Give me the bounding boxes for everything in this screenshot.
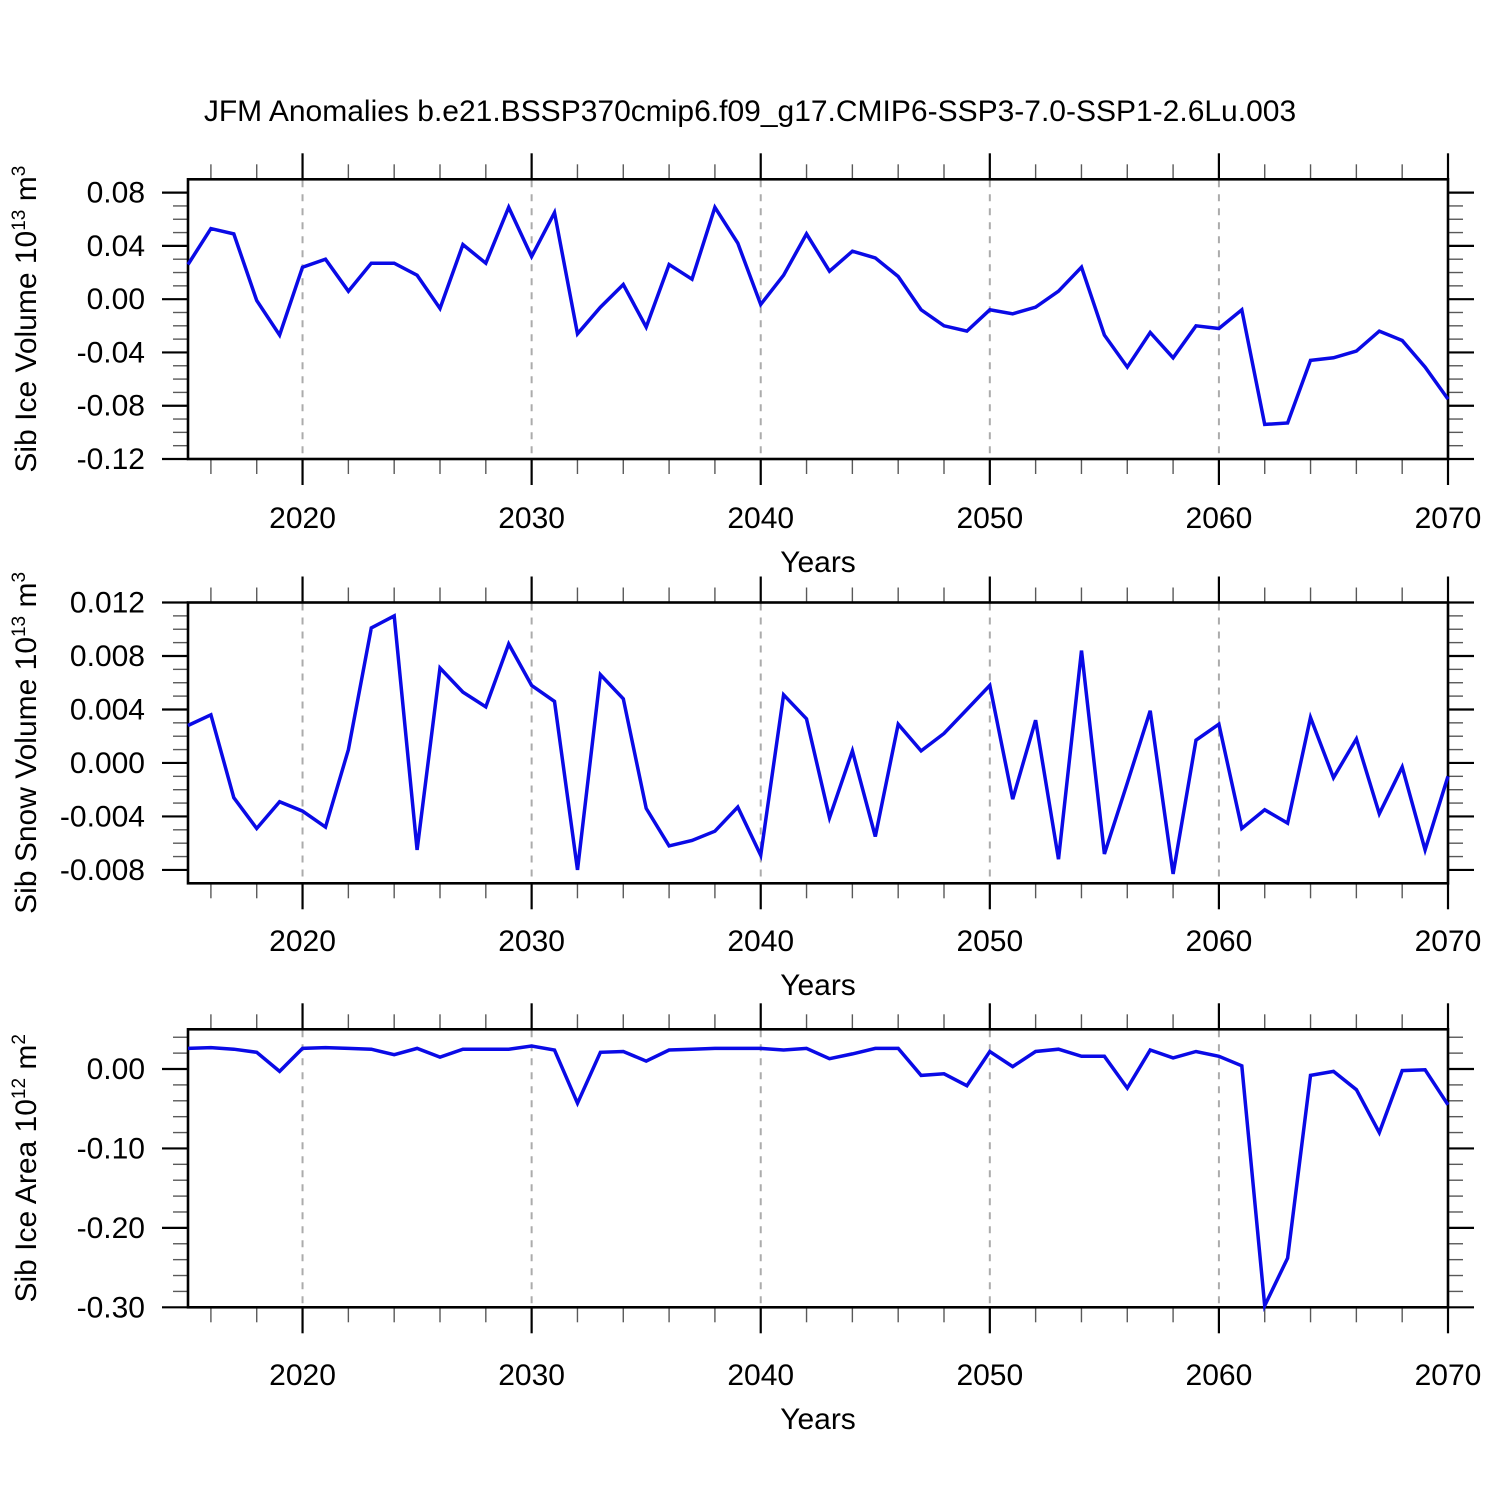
ytick-label--0.004: -0.004: [60, 800, 145, 833]
ytick-label--0.04: -0.04: [77, 336, 145, 369]
series-line-sib-snow-volume: [187, 613, 1450, 875]
xtick-label-2060: 2060: [1186, 502, 1253, 535]
x-axis-title: Years: [780, 969, 856, 1002]
xtick-label-2070: 2070: [1415, 925, 1482, 958]
xtick-label-2040: 2040: [727, 1359, 794, 1392]
x-axis-title: Years: [780, 1403, 856, 1436]
xtick-label-2070: 2070: [1415, 502, 1482, 535]
xtick-label-2030: 2030: [498, 502, 565, 535]
plot-frame-sib-ice-area: [186, 1028, 1450, 1309]
y-axis-title-sib-snow-volume: Sib Snow Volume 1013 m3: [9, 572, 43, 914]
ytick-label--0.30: -0.30: [77, 1291, 145, 1324]
xtick-label-2050: 2050: [956, 502, 1023, 535]
plot-frame-sib-snow-volume: [186, 601, 1450, 885]
y-axis-title-sib-ice-volume: Sib Ice Volume 1013 m3: [9, 166, 43, 473]
ytick-label-0.00: 0.00: [87, 283, 145, 316]
xtick-label-2020: 2020: [269, 1359, 336, 1392]
ytick-label--0.008: -0.008: [60, 854, 145, 887]
xtick-label-2020: 2020: [269, 925, 336, 958]
x-axis-title: Years: [780, 546, 856, 579]
ytick-label-0.08: 0.08: [87, 177, 145, 210]
xtick-label-2050: 2050: [956, 925, 1023, 958]
ytick-label-0.004: 0.004: [70, 693, 145, 726]
ytick-label-0.00: 0.00: [87, 1053, 145, 1086]
xtick-label-2060: 2060: [1186, 1359, 1253, 1392]
xtick-label-2020: 2020: [269, 502, 336, 535]
panel-sib-ice-volume: 0.08 0.04 0.00 -0.04 -0.08 -0.12 2020 2030 2040 2…: [9, 153, 1481, 579]
ytick-label-0.000: 0.000: [70, 747, 145, 780]
ytick-label--0.08: -0.08: [77, 390, 145, 423]
figure-title: JFM Anomalies b.e21.BSSP370cmip6.f09_g17…: [204, 95, 1296, 128]
xtick-label-2050: 2050: [956, 1359, 1023, 1392]
panel-sib-ice-area: 0.00 -0.10 -0.20 -0.30 2020 2030 2040 2050 2060 2…: [9, 1003, 1481, 1436]
xtick-label-2040: 2040: [727, 925, 794, 958]
xtick-label-2030: 2030: [498, 925, 565, 958]
xtick-label-2030: 2030: [498, 1359, 565, 1392]
ytick-label--0.10: -0.10: [77, 1132, 145, 1165]
panel-sib-snow-volume: 0.012 0.008 0.004 0.000 -0.004 -0.008 2020 2030…: [9, 572, 1481, 1002]
ytick-label-0.04: 0.04: [87, 230, 145, 263]
ytick-label-0.012: 0.012: [70, 587, 145, 620]
series-line-sib-ice-area: [187, 1044, 1450, 1313]
xtick-label-2040: 2040: [727, 502, 794, 535]
xtick-label-2070: 2070: [1415, 1359, 1482, 1392]
series-line-sib-ice-volume: [186, 202, 1450, 427]
ytick-label-0.008: 0.008: [70, 640, 145, 673]
y-axis-title-sib-ice-area: Sib Ice Area 1012 m2: [9, 1034, 43, 1303]
ytick-label--0.12: -0.12: [77, 443, 145, 476]
xtick-label-2060: 2060: [1186, 925, 1253, 958]
plot-frame-sib-ice-volume: [186, 178, 1450, 461]
ytick-label--0.20: -0.20: [77, 1212, 145, 1245]
